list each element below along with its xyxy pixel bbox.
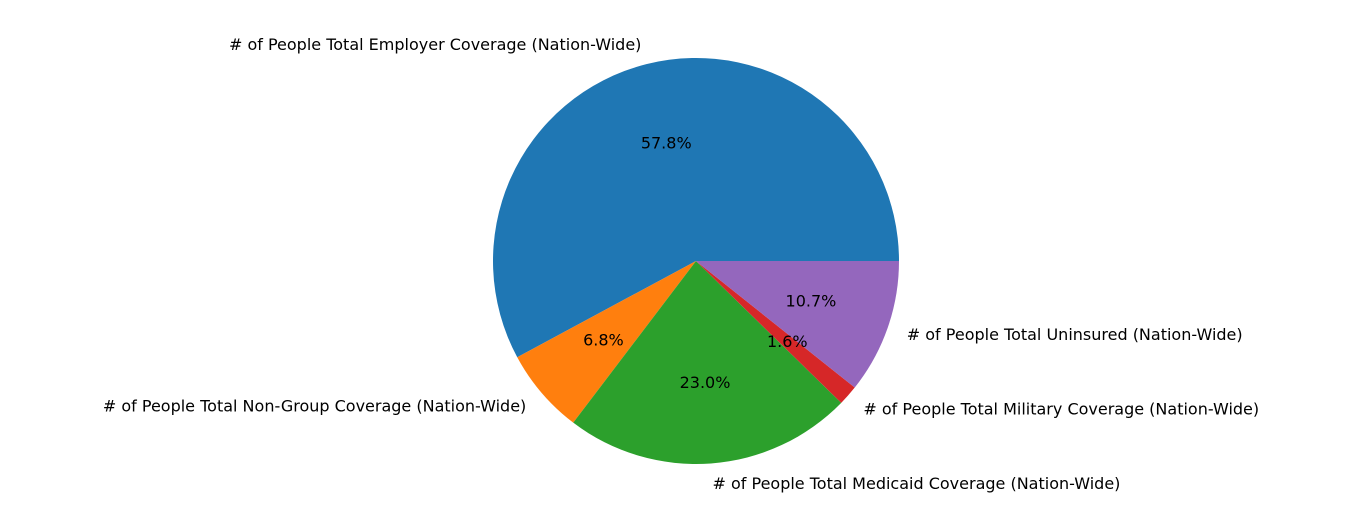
pie-slice <box>696 261 855 403</box>
pie-slice-label: # of People Total Employer Coverage (Nat… <box>229 35 641 54</box>
pie-slice-label: # of People Total Medicaid Coverage (Nat… <box>712 474 1120 493</box>
pie-percent-label: 6.8% <box>583 331 624 350</box>
slice-labels: # of People Total Employer Coverage (Nat… <box>103 35 1259 493</box>
pie-percent-label: 10.7% <box>786 292 837 311</box>
pie-slice <box>492 57 899 358</box>
pie-percent-label: 1.6% <box>767 332 808 351</box>
pie-slice-label: # of People Total Military Coverage (Nat… <box>863 399 1259 418</box>
pie-slice <box>696 261 899 388</box>
pie-slices <box>492 57 899 464</box>
pie-percent-label: 57.8% <box>641 133 692 152</box>
pie-slice <box>517 261 696 423</box>
pie-slice-label: # of People Total Non-Group Coverage (Na… <box>103 397 526 416</box>
percent-labels: 57.8% 6.8% 23.0% 1.6% 10.7% <box>583 133 836 392</box>
pie-percent-label: 23.0% <box>680 373 731 392</box>
pie-slice <box>573 261 842 464</box>
pie-slice-label: # of People Total Uninsured (Nation-Wide… <box>907 325 1243 344</box>
